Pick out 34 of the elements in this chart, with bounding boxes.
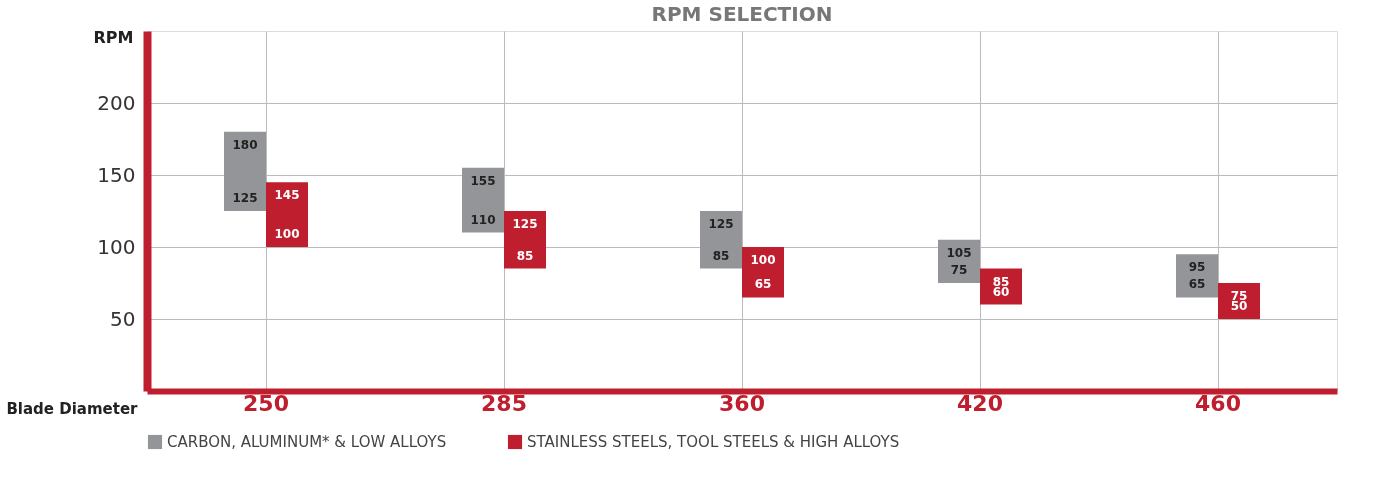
y-tick-label: 200 bbox=[97, 90, 136, 115]
x-tick-label: 250 bbox=[243, 390, 289, 416]
annotation: 100 bbox=[750, 253, 776, 267]
bar bbox=[504, 211, 546, 269]
y-tick-label: 150 bbox=[97, 162, 136, 187]
y-tick-label: 100 bbox=[97, 234, 136, 259]
bar bbox=[224, 131, 266, 211]
annotation: 155 bbox=[470, 173, 496, 188]
y-axis-title: RPM bbox=[93, 27, 134, 47]
annotation: 60 bbox=[992, 284, 1010, 299]
x-tick-label: 460 bbox=[1195, 390, 1241, 416]
annotation: 125 bbox=[708, 217, 734, 231]
x-axis-title: Blade Diameter bbox=[6, 399, 139, 418]
annotation: 180 bbox=[232, 137, 258, 152]
bar bbox=[700, 211, 742, 269]
x-tick-label: 420 bbox=[957, 390, 1003, 416]
annotation: 145 bbox=[274, 188, 300, 203]
annotation: 100 bbox=[274, 227, 300, 241]
annotation: 85 bbox=[712, 248, 730, 263]
legend-label: CARBON, ALUMINUM* & LOW ALLOYS bbox=[167, 433, 447, 451]
annotation: 65 bbox=[754, 277, 772, 292]
annotation: 95 bbox=[1188, 260, 1206, 275]
x-tick-label: 360 bbox=[719, 390, 765, 416]
annotation: 105 bbox=[946, 245, 972, 260]
annotation: 85 bbox=[516, 248, 534, 263]
annotation: 65 bbox=[1188, 277, 1206, 292]
annotation: 75 bbox=[950, 263, 968, 277]
x-tick-label: 285 bbox=[481, 390, 527, 416]
y-tick-label: 50 bbox=[110, 306, 136, 331]
annotation: 125 bbox=[232, 191, 258, 205]
annotation: 110 bbox=[470, 212, 496, 227]
chart-title: RPM SELECTION bbox=[651, 2, 833, 26]
annotation: 125 bbox=[512, 217, 538, 231]
legend-label: STAINLESS STEELS, TOOL STEELS & HIGH ALLOYS bbox=[527, 433, 900, 451]
